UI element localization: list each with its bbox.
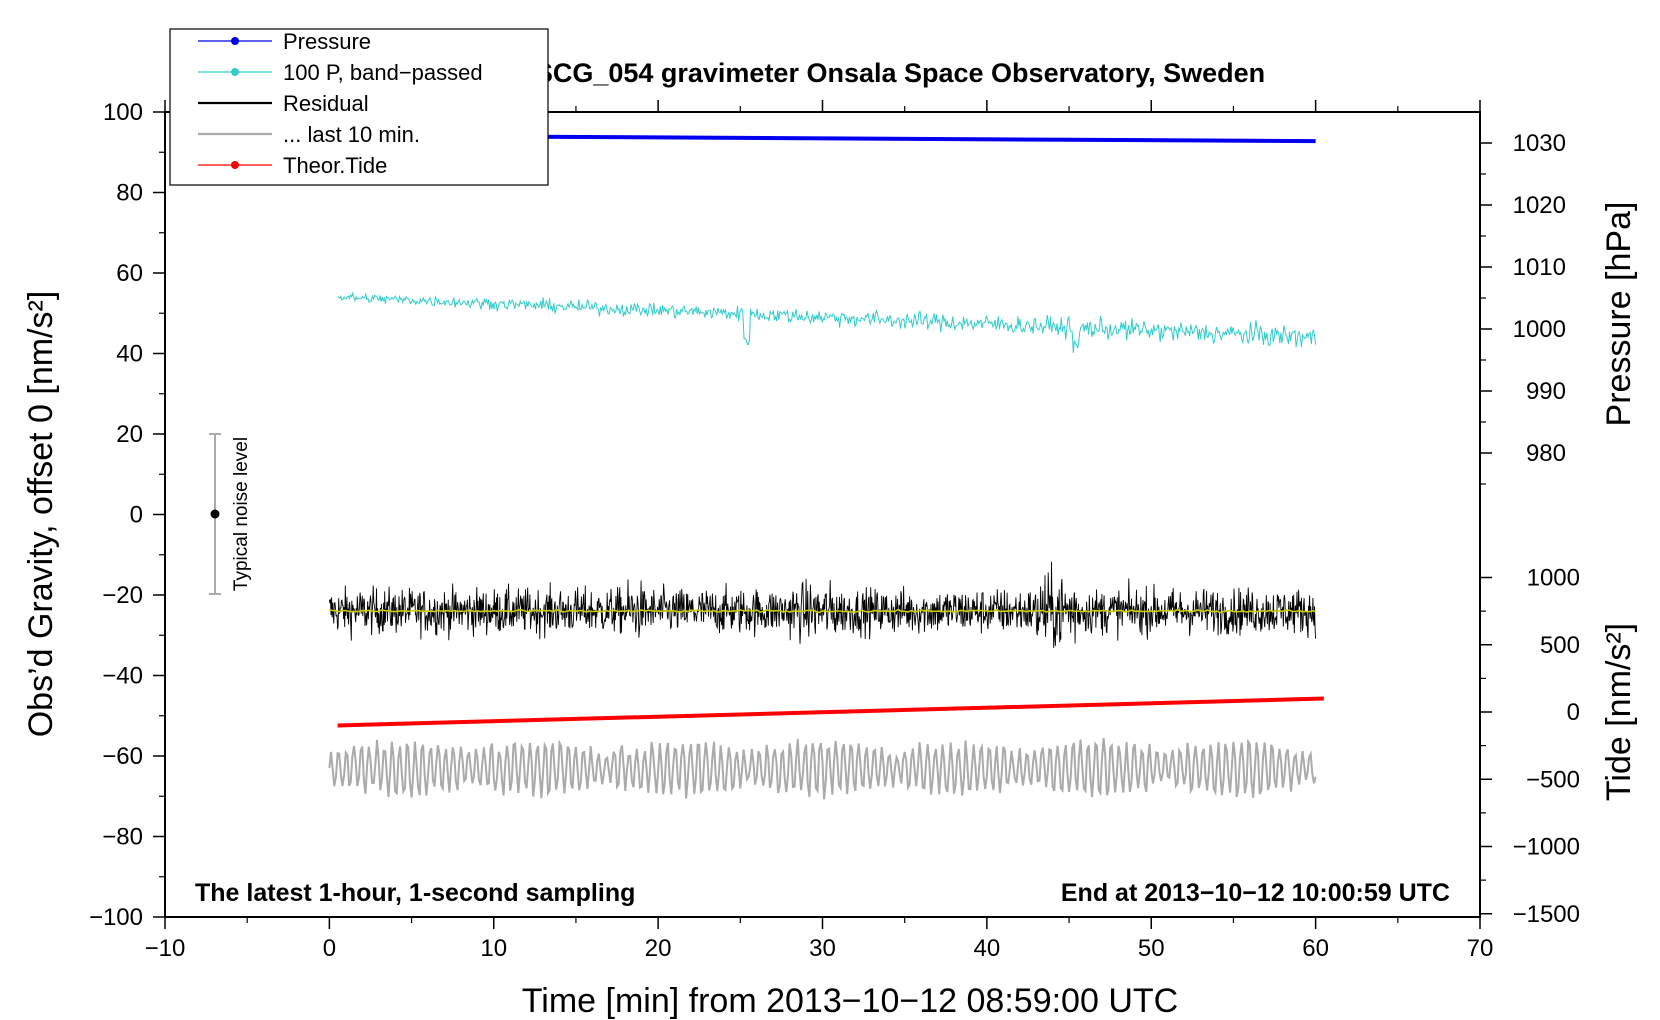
legend-label: Residual xyxy=(283,91,369,116)
pressure-tick-label: 990 xyxy=(1526,378,1566,405)
x-axis-label: Time [min] from 2013−10−12 08:59:00 UTC xyxy=(522,982,1178,1020)
y-tick-label-left: −40 xyxy=(102,663,143,690)
legend-items: Pressure 100 P, band−passed Residual ... la… xyxy=(198,29,483,178)
legend-label: ... last 10 min. xyxy=(283,122,420,147)
tide-tick-label: −1500 xyxy=(1513,901,1580,928)
legend: Pressure 100 P, band−passed Residual ... la… xyxy=(169,28,549,186)
ticks-layer: −10 0 10 20 30 40 50 60 70100806040200−20−40−60−… xyxy=(89,99,1580,962)
note-sampling: The latest 1-hour, 1-second sampling xyxy=(195,879,635,907)
legend-box xyxy=(169,28,549,186)
legend-item: Theor.Tide xyxy=(198,153,387,178)
legend-item: ... last 10 min. xyxy=(198,122,420,147)
y-tick-label-left: 60 xyxy=(116,260,143,287)
legend-swatch-marker xyxy=(231,161,239,169)
x-tick-label: 60 xyxy=(1302,935,1329,962)
y-tick-label-left: −100 xyxy=(89,904,143,931)
tide-tick-label: 1000 xyxy=(1527,565,1580,592)
y-tick-label-left: 80 xyxy=(116,180,143,207)
pressure-tick-label: 1010 xyxy=(1513,254,1566,281)
y-axis-label-pressure: Pressure [hPa] xyxy=(1600,202,1638,427)
y-tick-label-left: 40 xyxy=(116,341,143,368)
tide-tick-label: 0 xyxy=(1567,699,1580,726)
tide-tick-label: 500 xyxy=(1540,632,1580,659)
x-tick-label: 70 xyxy=(1467,935,1494,962)
x-tick-label: 40 xyxy=(974,935,1001,962)
chart-title: SCG_054 gravimeter Onsala Space Observat… xyxy=(535,58,1265,88)
y-tick-label-left: 0 xyxy=(130,502,143,529)
series-residual-smoothed xyxy=(329,608,1316,614)
series-layer xyxy=(328,133,1324,800)
pressure-tick-label: 1020 xyxy=(1513,192,1566,219)
legend-label: Pressure xyxy=(283,29,371,54)
noise-bar-center xyxy=(210,509,220,519)
x-tick-label: 50 xyxy=(1138,935,1165,962)
legend-swatch-marker xyxy=(231,37,239,45)
series-100p-band-passed xyxy=(337,291,1317,353)
legend-label: Theor.Tide xyxy=(283,153,387,178)
legend-item: 100 P, band−passed xyxy=(198,60,483,85)
y-axis-label-left: Obs’d Gravity, offset 0 [nm/s²] xyxy=(22,291,60,738)
legend-item: Pressure xyxy=(198,29,371,54)
x-tick-label: 30 xyxy=(809,935,836,962)
series-last-10-min xyxy=(328,738,1317,800)
noise-bar-label: Typical noise level xyxy=(231,437,252,591)
y-tick-label-left: −80 xyxy=(102,824,143,851)
series-theor-tide xyxy=(337,696,1324,728)
x-tick-label: −10 xyxy=(145,935,186,962)
pressure-tick-label: 980 xyxy=(1526,440,1566,467)
legend-item: Residual xyxy=(198,91,369,116)
y-tick-label-left: −20 xyxy=(102,582,143,609)
series-residual xyxy=(328,561,1317,648)
y-tick-label-left: 100 xyxy=(103,99,143,126)
legend-label: 100 P, band−passed xyxy=(283,60,483,85)
legend-swatch-marker xyxy=(231,68,239,76)
note-end-time: End at 2013−10−12 10:00:59 UTC xyxy=(1061,879,1450,907)
noise-bar: Typical noise level xyxy=(209,433,252,595)
y-axis-label-tide: Tide [nm/s²] xyxy=(1600,623,1638,801)
x-tick-label: 20 xyxy=(645,935,672,962)
x-tick-label: 0 xyxy=(323,935,336,962)
tide-tick-label: −1000 xyxy=(1513,834,1580,861)
pressure-tick-label: 1030 xyxy=(1513,130,1566,157)
x-tick-label: 10 xyxy=(480,935,507,962)
tide-tick-label: −500 xyxy=(1526,766,1580,793)
pressure-tick-label: 1000 xyxy=(1513,316,1566,343)
y-tick-label-left: −60 xyxy=(102,743,143,770)
y-tick-label-left: 20 xyxy=(116,421,143,448)
